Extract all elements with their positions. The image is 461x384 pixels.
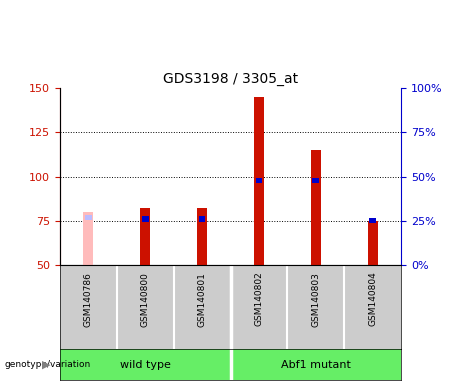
Bar — [142, 217, 148, 222]
Bar — [60, 349, 230, 380]
Text: ▶: ▶ — [42, 360, 51, 370]
Bar — [230, 349, 401, 380]
Bar — [255, 177, 262, 183]
Bar — [199, 217, 206, 222]
Bar — [367, 221, 378, 265]
Bar — [140, 209, 150, 265]
Text: wild type: wild type — [120, 360, 171, 370]
Text: genotype/variation: genotype/variation — [5, 360, 91, 369]
Text: GSM140803: GSM140803 — [311, 272, 320, 327]
Text: GSM140804: GSM140804 — [368, 272, 377, 326]
Bar — [313, 177, 319, 183]
Text: GSM140802: GSM140802 — [254, 272, 263, 326]
Bar — [83, 212, 94, 265]
Text: GSM140786: GSM140786 — [84, 272, 93, 327]
Bar — [85, 215, 92, 220]
Text: GSM140800: GSM140800 — [141, 272, 150, 327]
Text: Abf1 mutant: Abf1 mutant — [281, 360, 351, 370]
Bar — [197, 209, 207, 265]
Bar — [311, 150, 321, 265]
Bar — [254, 97, 264, 265]
Text: GSM140801: GSM140801 — [198, 272, 207, 327]
Bar — [369, 218, 376, 223]
Title: GDS3198 / 3305_at: GDS3198 / 3305_at — [163, 72, 298, 86]
